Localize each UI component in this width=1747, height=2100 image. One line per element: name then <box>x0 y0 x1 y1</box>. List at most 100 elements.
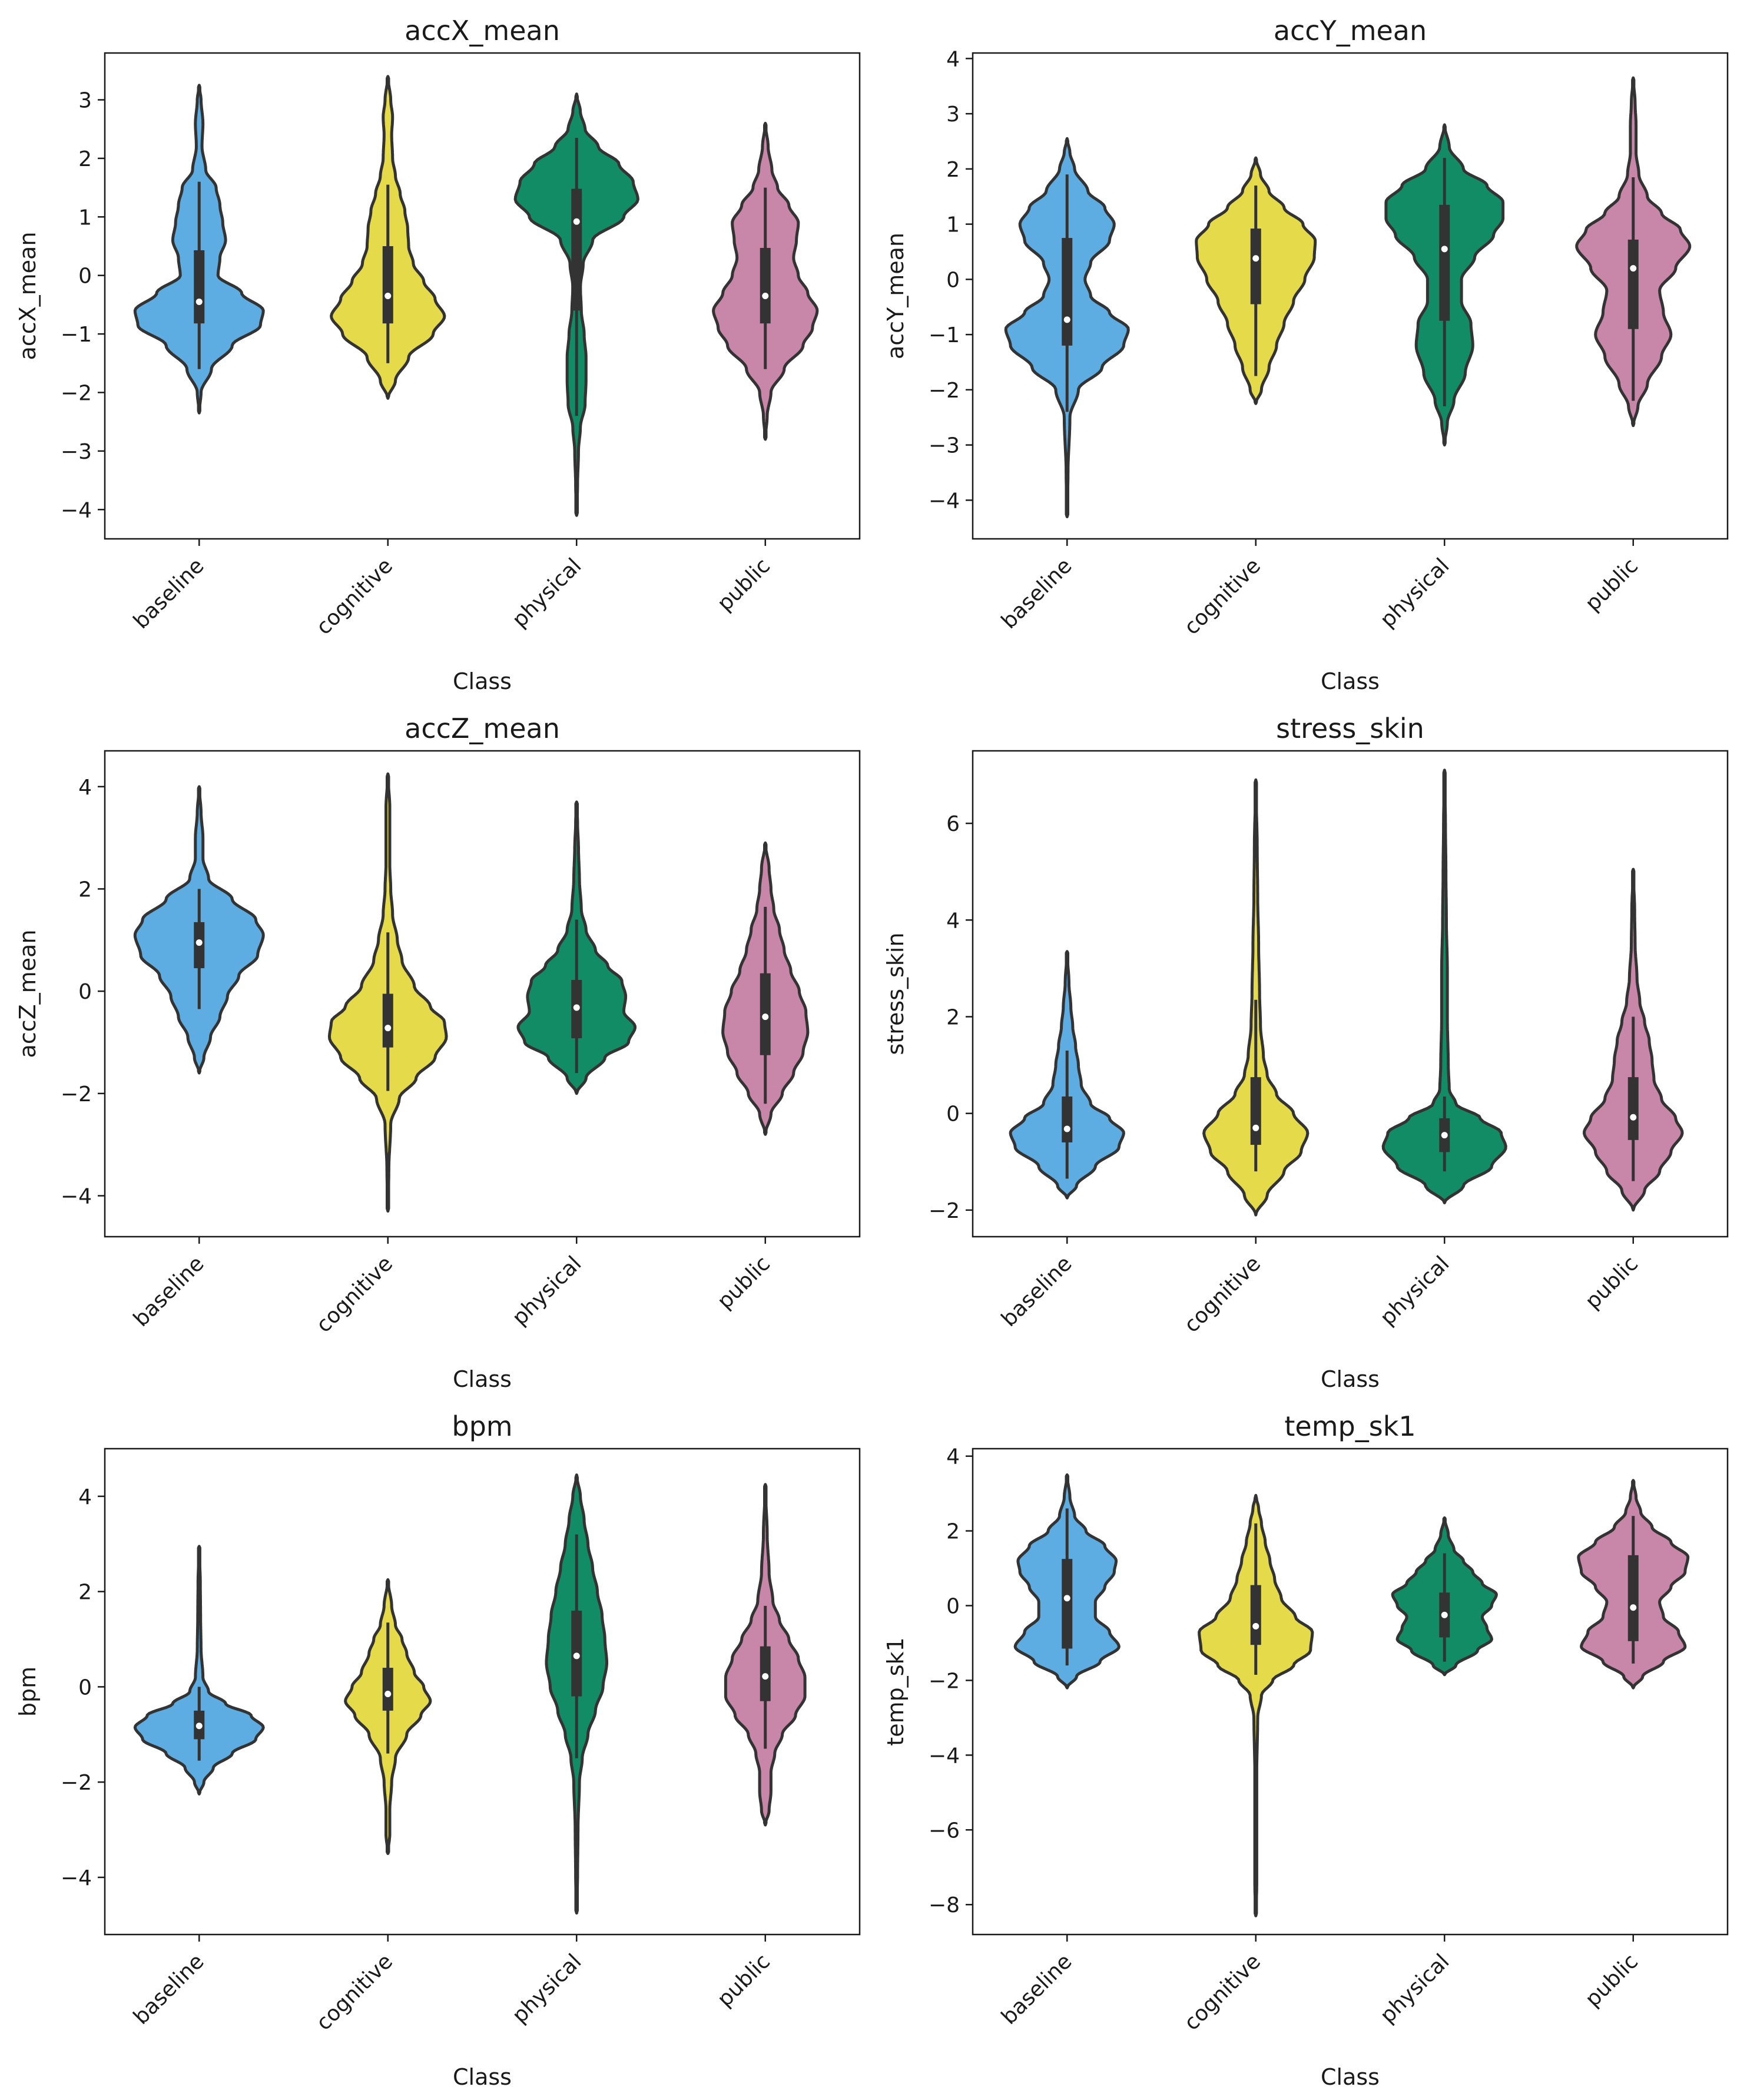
chart-panel-stress-skin: stress_skin 6 4 2 0 −2 baseline cognitive physic… <box>883 713 1729 1392</box>
median-point-public <box>1630 265 1637 272</box>
iqr-box-physical <box>571 188 582 311</box>
x-tick-label: cognitive <box>1179 1251 1265 1337</box>
chart-title: temp_sk1 <box>1284 1410 1415 1442</box>
x-tick-label: baseline <box>997 1251 1077 1331</box>
median-point-physical <box>1441 1611 1448 1618</box>
iqr-box-baseline <box>194 250 205 324</box>
y-tick-label: −1 <box>61 323 92 347</box>
x-tick-label: public <box>1581 1949 1643 2012</box>
x-axis-label: Class <box>1321 2064 1380 2090</box>
chart-title: accY_mean <box>1274 15 1427 47</box>
chart-title: accX_mean <box>405 15 560 47</box>
y-tick-label: 3 <box>78 89 92 113</box>
x-axis-label: Class <box>1321 1366 1380 1392</box>
x-axis-label: Class <box>453 668 512 694</box>
y-axis-label: temp_sk1 <box>883 1637 909 1745</box>
y-tick-label: 0 <box>78 1675 92 1700</box>
y-tick-label: 1 <box>946 213 960 237</box>
iqr-box-physical <box>1439 204 1450 321</box>
y-tick-label: −2 <box>61 382 92 406</box>
y-tick-label: −3 <box>929 434 960 458</box>
y-axis-label: accX_mean <box>15 232 41 360</box>
median-point-baseline <box>195 939 203 946</box>
median-point-cognitive <box>1252 1622 1259 1629</box>
iqr-box-cognitive <box>382 1668 393 1711</box>
x-tick-label: cognitive <box>311 1251 397 1337</box>
violin-cognitive <box>1202 778 1310 1217</box>
violin-physical <box>1381 769 1507 1204</box>
chart-panel-accX-mean: accX_mean 3 2 1 0 −1 −2 −3 −4 baseline cognitive ph… <box>15 15 861 694</box>
x-tick-label: public <box>713 1949 775 2012</box>
y-tick-label: −2 <box>61 1771 92 1795</box>
x-axis-label: Class <box>453 1366 512 1392</box>
iqr-box-cognitive <box>1250 1077 1261 1145</box>
y-tick-label: 0 <box>946 1595 960 1619</box>
iqr-box-public <box>760 247 771 324</box>
median-point-physical <box>573 218 580 225</box>
y-tick-label: 4 <box>946 909 960 933</box>
median-point-public <box>1630 1114 1637 1121</box>
x-tick-label: physical <box>508 1251 586 1330</box>
axes-frame <box>104 1448 861 1936</box>
median-point-physical <box>573 1004 580 1011</box>
median-point-baseline <box>1063 316 1070 323</box>
median-point-baseline <box>1063 1595 1070 1602</box>
x-tick-label: physical <box>508 1949 586 2028</box>
iqr-box-public <box>1627 1555 1639 1641</box>
median-point-physical <box>1441 1132 1448 1139</box>
iqr-box-baseline <box>1062 1096 1073 1142</box>
y-tick-label: 0 <box>946 1102 960 1127</box>
chart-title: accZ_mean <box>405 713 560 744</box>
y-tick-label: −4 <box>929 489 960 513</box>
chart-title: bpm <box>452 1410 512 1442</box>
y-axis-label: stress_skin <box>883 933 909 1055</box>
y-tick-label: −3 <box>61 440 92 464</box>
y-tick-label: −4 <box>61 498 92 522</box>
y-tick-label: 4 <box>946 1445 960 1469</box>
y-tick-label: 3 <box>946 102 960 127</box>
x-tick-label: baseline <box>129 1949 209 2029</box>
iqr-box-cognitive <box>1250 228 1261 304</box>
x-tick-label: baseline <box>997 554 1077 634</box>
median-point-public <box>1630 1604 1637 1611</box>
y-axis-label: bpm <box>15 1667 41 1717</box>
iqr-box-cognitive <box>1250 1585 1261 1645</box>
median-point-physical <box>1441 246 1448 253</box>
axes-frame <box>972 52 1729 540</box>
y-tick-label: −4 <box>61 1185 92 1209</box>
median-point-baseline <box>195 1723 203 1730</box>
median-point-cognitive <box>384 1025 392 1032</box>
y-tick-label: −4 <box>929 1744 960 1768</box>
iqr-box-public <box>1627 1077 1639 1140</box>
x-tick-label: baseline <box>997 1949 1077 2029</box>
x-tick-label: physical <box>1375 554 1454 632</box>
x-tick-label: cognitive <box>1179 1949 1265 2035</box>
iqr-box-public <box>1627 239 1639 329</box>
y-tick-label: −4 <box>61 1866 92 1890</box>
y-tick-label: −2 <box>929 1199 960 1223</box>
median-point-public <box>762 1013 769 1021</box>
x-tick-label: baseline <box>129 1251 209 1331</box>
chart-panel-temp-sk1: temp_sk1 4 2 0 −2 −4 −6 −8 baseline cognitive phys… <box>883 1410 1729 2090</box>
median-point-cognitive <box>1252 1124 1259 1131</box>
median-point-baseline <box>195 298 203 305</box>
median-point-cognitive <box>384 293 392 299</box>
y-tick-label: 2 <box>946 1005 960 1029</box>
x-tick-label: public <box>713 1251 775 1314</box>
violin-baseline <box>133 1545 265 1796</box>
chart-panel-accZ-mean: accZ_mean 4 2 0 −2 −4 baseline cognitive physica… <box>15 713 861 1392</box>
x-axis-label: Class <box>1321 668 1380 694</box>
y-tick-label: 6 <box>946 812 960 836</box>
y-tick-label: 0 <box>78 980 92 1004</box>
x-axis-label: Class <box>453 2064 512 2090</box>
x-tick-label: public <box>713 554 775 616</box>
y-tick-label: 4 <box>78 776 92 800</box>
chart-panel-accY-mean: accY_mean 4 3 2 1 0 −1 −2 −3 −4 baseline cognitive p… <box>883 15 1729 694</box>
axes-frame <box>972 750 1729 1238</box>
median-point-physical <box>573 1652 580 1660</box>
violin-cognitive <box>1198 1493 1314 1917</box>
y-axis-label: accZ_mean <box>15 930 41 1058</box>
y-tick-label: 0 <box>78 264 92 289</box>
y-tick-label: 4 <box>78 1485 92 1509</box>
